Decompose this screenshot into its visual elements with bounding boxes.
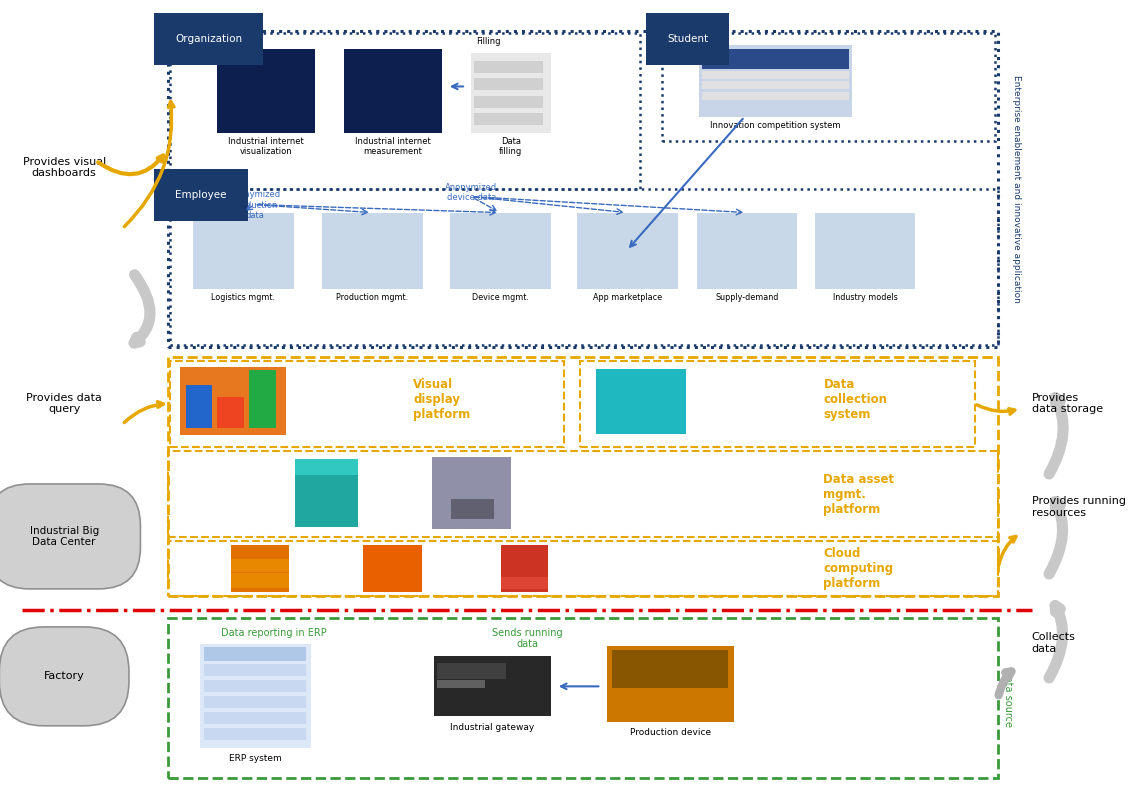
Bar (167, 451, 998, 537)
Bar (450, 212, 551, 288)
Text: Industrial gateway: Industrial gateway (450, 723, 535, 732)
Text: Provides visual
dashboards: Provides visual dashboards (23, 157, 106, 178)
Text: Enterprise enablement and innovative application: Enterprise enablement and innovative app… (1012, 75, 1021, 303)
Bar (204, 728, 307, 740)
Bar (580, 360, 975, 447)
Bar (662, 33, 995, 141)
Bar (322, 212, 423, 288)
Bar (193, 212, 294, 288)
Bar (231, 559, 290, 572)
Text: Data
filling: Data filling (499, 137, 523, 156)
Text: Industry models: Industry models (832, 292, 898, 301)
Bar (167, 356, 998, 597)
Bar (438, 680, 485, 688)
Bar (612, 650, 728, 688)
Bar (204, 646, 307, 661)
Text: Organization: Organization (175, 34, 242, 44)
Text: Industrial internet
measurement: Industrial internet measurement (355, 137, 431, 156)
Bar (475, 96, 543, 108)
Text: Cloud
computing
platform: Cloud computing platform (823, 547, 893, 590)
Bar (249, 370, 276, 429)
Text: Production device: Production device (630, 728, 710, 738)
Bar (204, 680, 307, 692)
Text: Provides running
resources: Provides running resources (1031, 497, 1125, 518)
Text: Anonymized
production
data: Anonymized production data (228, 190, 280, 220)
Bar (181, 367, 286, 435)
Bar (295, 459, 359, 475)
Text: Collects
data: Collects data (1031, 632, 1076, 654)
Bar (167, 31, 998, 347)
Text: Device mgmt.: Device mgmt. (472, 292, 529, 301)
Bar (170, 33, 640, 188)
Bar (577, 212, 677, 288)
Text: Logistics mgmt.: Logistics mgmt. (211, 292, 275, 301)
Bar (432, 457, 511, 529)
Bar (167, 618, 998, 778)
Bar (434, 656, 551, 716)
Bar (295, 459, 359, 527)
Bar (451, 499, 493, 519)
Text: Innovation competition system: Innovation competition system (710, 121, 840, 130)
Bar (231, 545, 290, 592)
Bar (170, 188, 998, 344)
Text: Data asset
mgmt.
platform: Data asset mgmt. platform (823, 473, 895, 516)
Text: ERP system: ERP system (228, 754, 282, 763)
Bar (472, 53, 551, 133)
Text: Sends running
data: Sends running data (492, 628, 562, 649)
Bar (167, 541, 998, 596)
Bar (702, 82, 849, 90)
Bar (345, 49, 442, 133)
Text: App marketplace: App marketplace (593, 292, 662, 301)
Bar (363, 545, 422, 592)
Bar (438, 662, 507, 678)
Text: Provides data
query: Provides data query (26, 392, 102, 414)
Bar (475, 78, 543, 91)
Bar (204, 696, 307, 708)
Bar (204, 712, 307, 724)
Text: Filling: Filling (476, 38, 501, 46)
Bar (702, 92, 849, 100)
Bar (475, 114, 543, 126)
Bar (170, 360, 564, 447)
Bar (702, 71, 849, 79)
Bar (217, 396, 244, 429)
Text: Provides
data storage: Provides data storage (1031, 392, 1103, 414)
Bar (231, 574, 290, 588)
Bar (702, 49, 849, 69)
Bar (475, 61, 543, 73)
Text: Factory: Factory (44, 671, 85, 682)
Text: Visual
display
platform: Visual display platform (413, 378, 470, 421)
Bar (204, 664, 307, 676)
Text: Industrial internet
visualization: Industrial internet visualization (228, 137, 304, 156)
Text: Data
collection
system: Data collection system (823, 378, 888, 421)
Text: Industrial Big
Data Center: Industrial Big Data Center (29, 525, 98, 547)
Text: Data reporting in ERP: Data reporting in ERP (221, 628, 327, 638)
Bar (697, 212, 797, 288)
Bar (596, 368, 687, 434)
Bar (699, 45, 852, 117)
Bar (185, 384, 213, 429)
Bar (815, 212, 915, 288)
Text: Anonymized
device data: Anonymized device data (446, 183, 498, 203)
Bar (217, 49, 314, 133)
Bar (501, 545, 549, 592)
Text: Data source: Data source (1003, 669, 1013, 727)
Text: Production mgmt.: Production mgmt. (336, 292, 408, 301)
Text: Supply-demand: Supply-demand (715, 292, 778, 301)
Text: Student: Student (667, 34, 708, 44)
Bar (606, 646, 734, 722)
Bar (501, 578, 549, 590)
Text: Employee: Employee (175, 190, 226, 200)
Bar (199, 643, 311, 747)
